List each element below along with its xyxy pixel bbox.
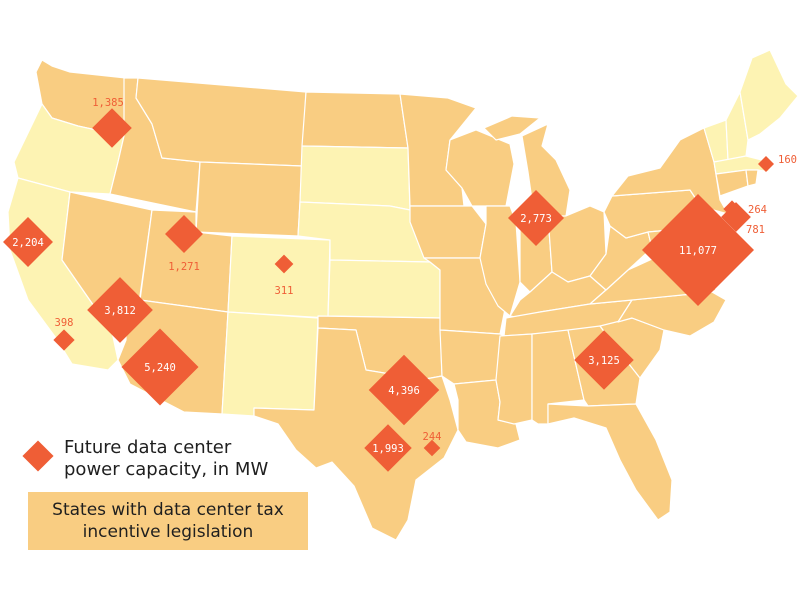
- state-iowa: [409, 205, 487, 259]
- state-arkansas: [439, 329, 505, 385]
- marker-diamond: [274, 254, 294, 274]
- state-wyoming: [195, 161, 303, 237]
- marker-diamond: [758, 156, 774, 172]
- marker-diamond: [642, 194, 754, 306]
- marker-value-label: 311: [275, 285, 294, 297]
- marker-diamond: [92, 108, 132, 148]
- state-south-dakota: [299, 145, 411, 211]
- legend-capacity-label: Future data center power capacity, in MW: [64, 437, 269, 480]
- marker-diamond: [507, 189, 565, 247]
- marker-diamond: [723, 200, 741, 218]
- state-michigan: [483, 115, 571, 221]
- state-connecticut: [715, 169, 749, 197]
- marker-value-label: 2,204: [12, 237, 44, 249]
- state-new-mexico: [221, 311, 319, 417]
- state-north-dakota: [301, 91, 409, 149]
- marker-value-label: 1,271: [168, 261, 200, 273]
- marker-diamond: [53, 329, 75, 351]
- marker-value-label: 4,396: [388, 385, 420, 397]
- marker-diamond: [574, 330, 634, 390]
- state-maine: [739, 49, 799, 141]
- state-montana: [135, 77, 307, 167]
- marker-diamond: [121, 328, 199, 406]
- marker-diamond: [165, 215, 203, 253]
- marker-value-label: 1,993: [372, 443, 404, 455]
- marker-value-label: 3,125: [588, 355, 620, 367]
- marker-value-label: 244: [423, 431, 442, 443]
- marker-diamond: [368, 354, 440, 426]
- legend-incentive-box: States with data center tax incentive le…: [28, 492, 308, 550]
- legend-capacity-symbol: [18, 436, 58, 476]
- marker-diamond: [87, 277, 153, 343]
- marker-value-label: 160: [778, 154, 797, 166]
- marker-value-label: 5,240: [144, 362, 176, 374]
- marker-value-label: 2,773: [520, 213, 552, 225]
- marker-diamond: [423, 439, 441, 457]
- legend-diamond-icon: [22, 440, 54, 472]
- marker-diamond: [3, 217, 53, 267]
- marker-value-label: 398: [55, 317, 74, 329]
- state-kansas: [327, 259, 441, 319]
- state-colorado: [227, 235, 331, 319]
- state-mississippi: [495, 333, 533, 425]
- marker-value-label: 781: [746, 224, 765, 236]
- markers-layer: 1,385 2,204 3,812 398 5,240 1,271 311 4,396 1,99…: [3, 97, 797, 472]
- marker-value-label: 3,812: [104, 305, 136, 317]
- legend-incentive-label: States with data center tax incentive le…: [52, 500, 284, 542]
- state-florida: [547, 403, 673, 521]
- marker-value-label: 11,077: [679, 245, 717, 257]
- state-rhode-island: [745, 169, 759, 187]
- marker-value-label: 264: [748, 204, 767, 216]
- marker-value-label: 1,385: [92, 97, 124, 109]
- marker-diamond: [364, 424, 412, 472]
